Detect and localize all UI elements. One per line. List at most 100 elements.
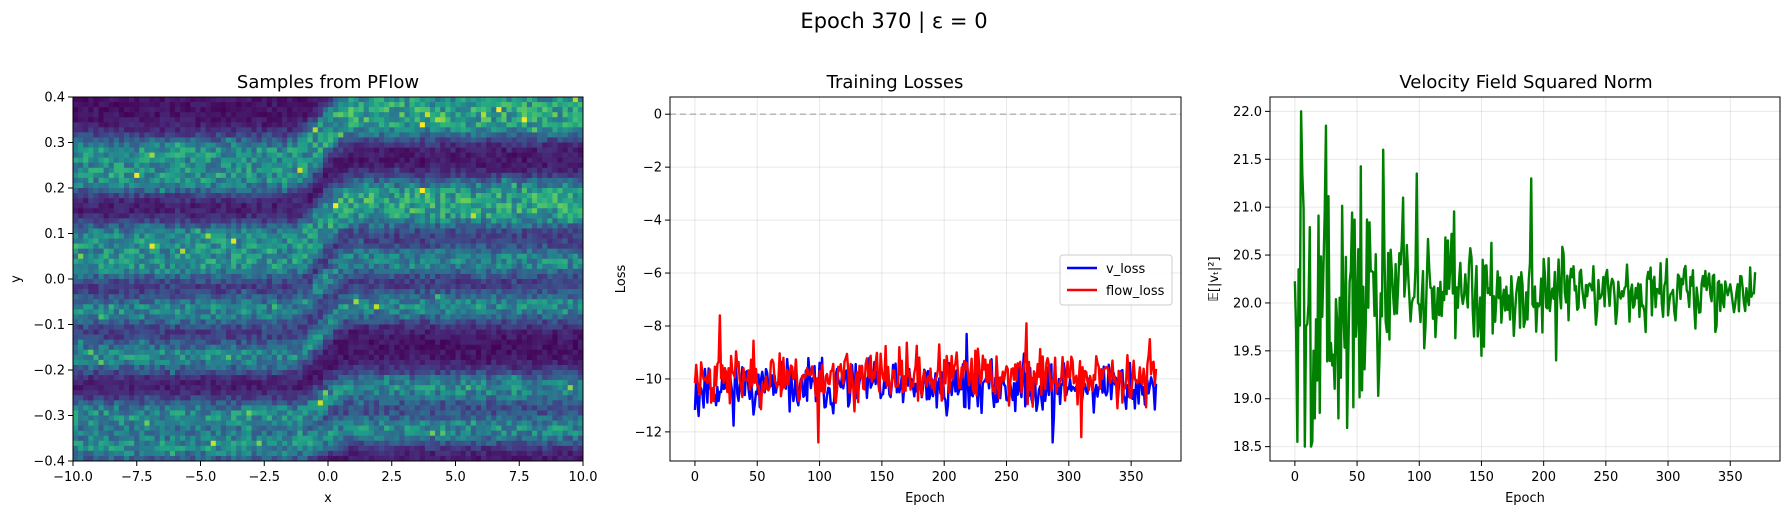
heatmap-cell xyxy=(175,137,181,143)
heatmap-cell xyxy=(348,400,354,406)
heatmap-cell xyxy=(343,364,349,371)
heatmap-cell xyxy=(379,430,385,437)
heatmap-cell xyxy=(83,213,89,219)
heatmap-cell xyxy=(231,157,237,164)
heatmap-cell xyxy=(302,420,308,426)
heatmap-cell xyxy=(175,182,181,189)
heatmap-cell xyxy=(190,364,196,371)
heatmap-cell xyxy=(419,142,426,148)
heatmap-cell xyxy=(424,167,431,174)
heatmap-cell xyxy=(139,395,145,401)
heatmap-cell xyxy=(287,299,293,305)
heatmap-cell xyxy=(93,279,99,285)
heatmap-cell xyxy=(363,147,370,153)
heatmap-cell xyxy=(307,420,314,426)
heatmap-cell xyxy=(348,102,354,108)
heatmap-cell xyxy=(154,445,161,452)
heatmap-cell xyxy=(200,107,206,113)
heatmap-cell xyxy=(200,294,206,300)
heatmap-cell xyxy=(282,400,288,406)
heatmap-cell xyxy=(297,248,303,255)
heatmap-cell xyxy=(399,309,405,315)
heatmap-cell xyxy=(292,177,298,184)
heatmap-cell xyxy=(322,188,329,194)
heatmap-cell xyxy=(353,309,359,315)
heatmap-cell xyxy=(251,309,257,315)
heatmap-cell xyxy=(124,359,130,366)
heatmap-cell xyxy=(169,273,176,280)
heatmap-cell xyxy=(256,375,263,381)
heatmap-cell xyxy=(343,117,349,123)
heatmap-cell xyxy=(312,430,319,437)
heatmap-cell xyxy=(98,137,104,143)
heatmap-cell xyxy=(302,268,308,275)
heatmap-cell xyxy=(399,233,405,239)
heatmap-cell xyxy=(139,127,145,133)
heatmap-cell xyxy=(195,112,201,118)
heatmap-cell xyxy=(149,400,155,406)
heatmap-cell xyxy=(389,370,395,376)
heatmap-cell xyxy=(169,359,176,366)
heatmap-cell xyxy=(226,455,232,462)
heatmap-cell xyxy=(129,117,135,123)
heatmap-cell xyxy=(236,299,242,305)
heatmap-cell xyxy=(205,132,212,138)
heatmap-cell xyxy=(226,132,232,138)
heatmap-cell xyxy=(241,415,247,421)
heatmap-cell xyxy=(409,425,416,432)
heatmap-cell xyxy=(154,380,161,386)
heatmap-cell xyxy=(241,97,247,103)
heatmap-cell xyxy=(195,410,201,416)
heatmap-cell xyxy=(394,309,400,315)
heatmap-cell xyxy=(292,415,298,421)
heatmap-cell xyxy=(134,167,140,174)
heatmap-cell xyxy=(389,157,395,164)
heatmap-cell xyxy=(175,405,181,411)
heatmap-cell xyxy=(399,188,405,194)
heatmap-cell xyxy=(322,329,329,335)
heatmap-cell xyxy=(333,334,339,341)
heatmap-cell xyxy=(271,172,278,179)
heatmap-cell xyxy=(226,334,232,341)
heatmap-cell xyxy=(88,450,94,457)
heatmap-cell xyxy=(205,405,212,411)
heatmap-cell xyxy=(220,238,227,244)
heatmap-cell xyxy=(307,314,314,320)
heatmap-cell xyxy=(409,455,416,462)
heatmap-cell xyxy=(93,117,99,123)
heatmap-cell xyxy=(297,152,303,159)
heatmap-cell xyxy=(231,304,237,310)
heatmap-cell xyxy=(210,415,217,421)
heatmap-cell xyxy=(169,415,176,421)
heatmap-cell xyxy=(246,208,252,214)
heatmap-cell xyxy=(312,314,319,320)
heatmap-cell xyxy=(98,349,104,356)
heatmap-cell xyxy=(118,167,125,174)
heatmap-cell xyxy=(231,395,237,401)
heatmap-cell xyxy=(292,112,298,118)
heatmap-cell xyxy=(333,268,339,275)
heatmap-cell xyxy=(144,375,150,381)
heatmap-cell xyxy=(297,309,303,315)
heatmap-cell xyxy=(210,182,217,189)
heatmap-cell xyxy=(241,142,247,148)
heatmap-cell xyxy=(307,430,314,437)
heatmap-cell xyxy=(404,228,410,234)
heatmap-cell xyxy=(169,284,176,290)
heatmap-cell xyxy=(241,334,247,341)
heatmap-cell xyxy=(384,208,390,214)
heatmap-cell xyxy=(226,213,232,219)
heatmap-cell xyxy=(113,268,120,275)
heatmap-cell xyxy=(226,304,232,310)
heatmap-cell xyxy=(261,188,268,194)
heatmap-cell xyxy=(287,243,293,250)
heatmap-cell xyxy=(409,203,416,209)
heatmap-cell xyxy=(241,238,247,244)
heatmap-cell xyxy=(322,253,329,260)
heatmap-cell xyxy=(190,339,196,346)
heatmap-cell xyxy=(282,314,288,320)
heatmap-cell xyxy=(322,172,329,179)
heatmap-cell xyxy=(358,445,365,452)
heatmap-cell xyxy=(103,344,110,351)
heatmap-cell xyxy=(180,198,186,204)
